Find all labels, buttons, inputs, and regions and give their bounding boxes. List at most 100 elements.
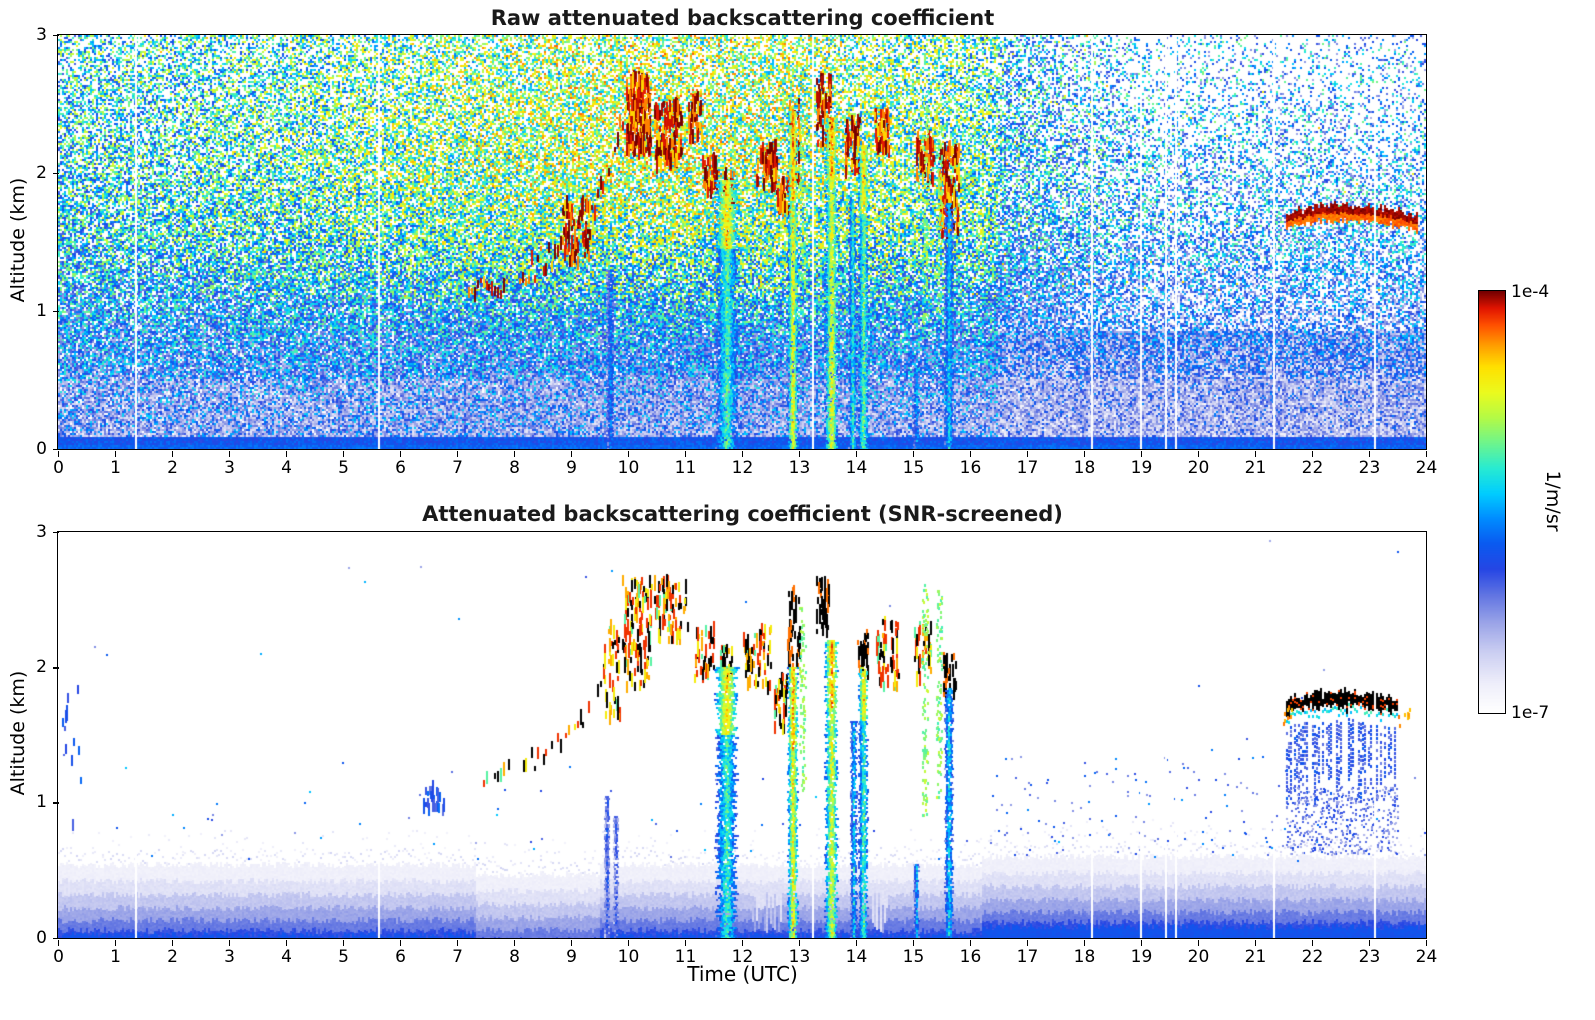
x-tick bbox=[1311, 940, 1314, 946]
x-tick bbox=[1425, 940, 1428, 946]
x-tick-label: 3 bbox=[224, 458, 235, 478]
x-tick-label: 0 bbox=[53, 458, 64, 478]
y-tick-label: 1 bbox=[36, 300, 47, 321]
x-tick bbox=[1083, 451, 1086, 457]
x-tick-label: 23 bbox=[1358, 458, 1381, 478]
x-tick bbox=[1197, 940, 1200, 946]
x-tick-label: 8 bbox=[509, 458, 520, 478]
x-tick bbox=[1368, 451, 1371, 457]
x-tick-label: 16 bbox=[959, 947, 982, 967]
y-tick bbox=[53, 34, 59, 37]
x-tick-label: 20 bbox=[1187, 458, 1210, 478]
y-tick bbox=[53, 310, 59, 313]
x-tick-label: 6 bbox=[395, 458, 406, 478]
x-tick bbox=[1140, 451, 1143, 457]
y-tick-label: 2 bbox=[36, 656, 47, 677]
x-tick-label: 10 bbox=[617, 458, 640, 478]
x-tick bbox=[171, 940, 174, 946]
x-tick-label: 18 bbox=[1073, 947, 1096, 967]
x-tick bbox=[399, 451, 402, 457]
x-tick-label: 7 bbox=[452, 947, 463, 967]
x-tick bbox=[114, 940, 117, 946]
x-tick bbox=[684, 940, 687, 946]
x-tick bbox=[969, 940, 972, 946]
x-tick bbox=[570, 451, 573, 457]
x-tick-label: 15 bbox=[902, 947, 925, 967]
x-tick bbox=[912, 451, 915, 457]
x-tick bbox=[171, 451, 174, 457]
x-tick bbox=[969, 451, 972, 457]
x-tick bbox=[513, 940, 516, 946]
x-tick-label: 17 bbox=[1016, 458, 1039, 478]
x-tick-label: 11 bbox=[674, 458, 697, 478]
x-tick bbox=[627, 940, 630, 946]
colorbar-min-label: 1e-7 bbox=[1511, 703, 1550, 723]
x-tick-label: 24 bbox=[1415, 947, 1438, 967]
x-tick-label: 20 bbox=[1187, 947, 1210, 967]
x-tick bbox=[1083, 940, 1086, 946]
x-tick-label: 13 bbox=[788, 947, 811, 967]
x-tick-label: 24 bbox=[1415, 458, 1438, 478]
colorbar-max-label: 1e-4 bbox=[1511, 282, 1550, 302]
y-tick-label: 2 bbox=[36, 162, 47, 183]
x-tick bbox=[741, 940, 744, 946]
x-tick bbox=[456, 451, 459, 457]
x-tick-label: 19 bbox=[1130, 947, 1153, 967]
x-tick bbox=[798, 451, 801, 457]
x-tick-label: 5 bbox=[338, 458, 349, 478]
x-tick bbox=[57, 940, 60, 946]
x-tick-label: 9 bbox=[566, 458, 577, 478]
x-tick bbox=[1026, 451, 1029, 457]
colorbar-units-label: 1/m/sr bbox=[1542, 470, 1564, 532]
x-tick bbox=[1254, 940, 1257, 946]
x-tick bbox=[1311, 451, 1314, 457]
x-tick-label: 4 bbox=[281, 947, 292, 967]
x-tick-label: 1 bbox=[110, 947, 121, 967]
x-tick bbox=[399, 940, 402, 946]
x-tick bbox=[285, 940, 288, 946]
x-tick-label: 13 bbox=[788, 458, 811, 478]
y-tick bbox=[53, 172, 59, 175]
x-tick bbox=[1425, 451, 1428, 457]
x-tick bbox=[456, 940, 459, 946]
x-tick bbox=[798, 940, 801, 946]
x-tick bbox=[114, 451, 117, 457]
y-tick-label: 0 bbox=[36, 927, 47, 948]
x-tick-label: 19 bbox=[1130, 458, 1153, 478]
x-tick-label: 5 bbox=[338, 947, 349, 967]
y-tick bbox=[53, 802, 59, 804]
panel-raw-title: Raw attenuated backscattering coefficien… bbox=[490, 6, 995, 30]
x-tick-label: 6 bbox=[395, 947, 406, 967]
x-tick-label: 17 bbox=[1016, 947, 1039, 967]
x-tick-label: 16 bbox=[959, 458, 982, 478]
x-tick bbox=[1026, 940, 1029, 946]
x-tick bbox=[342, 940, 345, 946]
x-tick bbox=[1368, 940, 1371, 946]
colorbar-gradient bbox=[1478, 290, 1506, 714]
x-tick bbox=[342, 451, 345, 457]
x-tick-label: 21 bbox=[1244, 947, 1267, 967]
x-tick-label: 15 bbox=[902, 458, 925, 478]
x-tick bbox=[741, 451, 744, 457]
x-tick bbox=[1197, 451, 1200, 457]
x-tick-label: 8 bbox=[509, 947, 520, 967]
x-tick-label: 2 bbox=[167, 458, 178, 478]
x-tick-label: 21 bbox=[1244, 458, 1267, 478]
y-tick bbox=[53, 667, 59, 669]
x-tick-label: 7 bbox=[452, 458, 463, 478]
y-tick-label: 1 bbox=[36, 792, 47, 813]
x-tick bbox=[912, 940, 915, 946]
x-tick-label: 14 bbox=[845, 947, 868, 967]
x-tick-label: 22 bbox=[1301, 458, 1324, 478]
x-tick-label: 23 bbox=[1358, 947, 1381, 967]
heatmap-screened-canvas bbox=[57, 531, 1427, 939]
x-tick-label: 3 bbox=[224, 947, 235, 967]
x-tick bbox=[513, 451, 516, 457]
heatmap-raw-canvas bbox=[57, 34, 1427, 450]
x-tick bbox=[855, 451, 858, 457]
panel-screened-title: Attenuated backscattering coefficient (S… bbox=[422, 502, 1063, 526]
y-tick-label: 3 bbox=[36, 24, 47, 45]
x-tick-label: 10 bbox=[617, 947, 640, 967]
x-tick-label: 12 bbox=[731, 458, 754, 478]
